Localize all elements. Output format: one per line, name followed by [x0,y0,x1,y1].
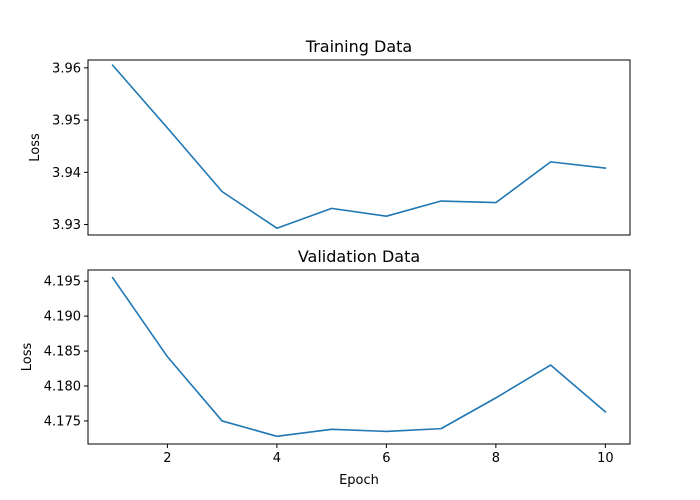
training-ytick-label: 3.95 [52,114,81,129]
training-ytick-label: 3.93 [52,218,81,233]
validation-chart-title: Validation Data [298,247,420,266]
validation-xtick-label: 8 [492,451,500,466]
validation-loss-line [111,276,607,438]
training-chart-title: Training Data [305,37,412,56]
validation-x-axis-label: Epoch [339,473,379,488]
training-axes-frame [87,59,631,236]
validation-xtick-label: 10 [597,451,614,466]
validation-axes-frame [87,269,631,445]
validation-xtick-label: 4 [273,451,281,466]
validation-xtick-label: 2 [163,451,171,466]
validation-ytick-label: 4.185 [44,345,81,360]
training-ytick-label: 3.96 [52,61,81,76]
validation-ytick-label: 4.195 [44,275,81,290]
validation-ytick-label: 4.190 [44,310,81,325]
validation-y-axis-label: Loss [20,343,35,372]
validation-xtick-label: 6 [382,451,390,466]
validation-ytick-label: 4.180 [44,380,81,395]
training-y-axis-label: Loss [28,133,43,162]
training-ytick-label: 3.94 [52,166,81,181]
training-loss-line [111,64,607,230]
validation-ytick-label: 4.175 [44,414,81,429]
